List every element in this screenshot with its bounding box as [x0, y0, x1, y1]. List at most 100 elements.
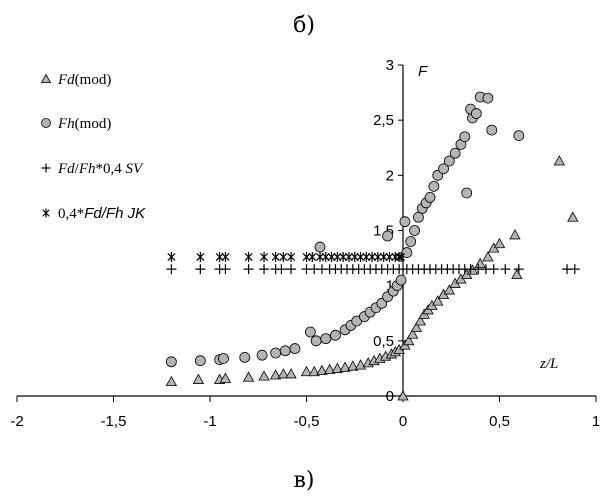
data-point — [432, 295, 444, 306]
y-tick-label: 3 — [386, 57, 394, 74]
data-point — [482, 251, 494, 262]
data-points — [165, 91, 580, 401]
data-point — [310, 335, 322, 347]
data-point — [308, 251, 317, 262]
data-point — [509, 229, 521, 240]
x-tick-label: 0,5 — [489, 413, 510, 430]
legend-label: Fh(mod) — [57, 116, 111, 132]
data-point — [219, 372, 232, 383]
data-point — [330, 329, 341, 341]
legend-item: Fd(mod) — [40, 72, 111, 88]
panel-label-top: б) — [293, 13, 315, 38]
data-point — [333, 251, 342, 262]
data-point — [347, 360, 359, 371]
data-point — [397, 251, 406, 262]
data-point — [194, 355, 206, 367]
data-point — [443, 155, 455, 167]
x-tick-label: 0 — [399, 413, 407, 430]
data-point — [461, 187, 473, 199]
data-point — [258, 370, 270, 381]
data-point — [285, 368, 297, 379]
data-point — [409, 225, 420, 236]
data-point — [368, 251, 377, 262]
x-tick-label: -1,5 — [101, 413, 127, 430]
data-point — [196, 251, 205, 262]
y-axis-title: F — [418, 63, 428, 80]
data-point — [279, 345, 291, 357]
data-point — [221, 251, 230, 262]
data-point — [482, 92, 494, 104]
legend-item: Fh(mod) — [41, 116, 111, 132]
data-point — [165, 356, 177, 368]
data-point — [486, 124, 498, 136]
data-point — [385, 251, 394, 262]
legend-label: Fd/Fh*0,4 SV — [57, 161, 144, 177]
data-point — [215, 251, 224, 262]
x-tick-label: -1 — [203, 413, 216, 430]
data-point — [302, 251, 311, 262]
data-point — [569, 264, 580, 275]
data-point — [166, 264, 177, 275]
legend-label: Fd(mod) — [57, 72, 111, 88]
data-point — [350, 251, 359, 262]
y-tick-label: 0 — [386, 388, 394, 405]
panel-label-bottom: в) — [294, 468, 315, 493]
y-tick-label: 0,5 — [373, 333, 394, 350]
data-point — [270, 347, 282, 359]
data-point — [244, 251, 253, 262]
data-point — [287, 251, 296, 262]
data-point — [218, 353, 229, 364]
data-point — [167, 251, 176, 262]
data-point — [316, 364, 328, 376]
legend-item: 0,4*Fd/Fh JK — [42, 205, 146, 222]
x-axis-title: z/L — [539, 356, 558, 372]
data-point — [354, 359, 367, 370]
legend-marker — [42, 208, 50, 218]
legend-marker — [41, 163, 51, 173]
data-point — [399, 216, 411, 228]
data-point — [511, 268, 523, 280]
data-point — [315, 251, 325, 262]
data-point — [323, 363, 336, 374]
data-point — [279, 251, 288, 262]
data-point — [382, 230, 393, 242]
data-point — [242, 371, 255, 382]
y-ticks: 00,511,522,53 — [373, 57, 403, 405]
data-point — [320, 333, 332, 345]
data-point — [286, 264, 297, 275]
data-point — [373, 251, 382, 262]
data-point — [271, 251, 280, 262]
x-tick-label: -0,5 — [294, 413, 320, 430]
data-point — [308, 365, 320, 377]
data-point — [401, 247, 413, 258]
data-point — [413, 211, 424, 223]
data-point — [327, 251, 336, 262]
x-ticks: -2 -1,5 -1 -0,5 0 0,5 1 — [10, 396, 600, 430]
data-point — [488, 264, 499, 275]
data-point — [260, 251, 269, 262]
x-tick-label: -2 — [10, 413, 23, 430]
data-point — [424, 191, 436, 203]
data-point — [449, 147, 461, 159]
data-point — [397, 390, 409, 401]
data-point — [239, 351, 251, 363]
data-point — [513, 264, 524, 275]
data-point — [331, 362, 344, 373]
legend-marker — [40, 73, 52, 83]
data-point — [344, 251, 353, 262]
data-point — [362, 251, 371, 262]
data-point — [276, 264, 287, 275]
data-point — [567, 211, 579, 222]
data-point — [493, 237, 506, 249]
data-point — [459, 131, 471, 143]
data-point — [220, 264, 231, 275]
data-point — [314, 241, 326, 253]
x-tick-label: 1 — [592, 413, 600, 430]
data-point — [269, 369, 282, 380]
data-point — [410, 321, 423, 332]
data-point — [470, 108, 482, 119]
data-point — [406, 328, 419, 339]
y-tick-label: 2 — [386, 167, 394, 184]
y-tick-label: 2,5 — [373, 112, 394, 129]
